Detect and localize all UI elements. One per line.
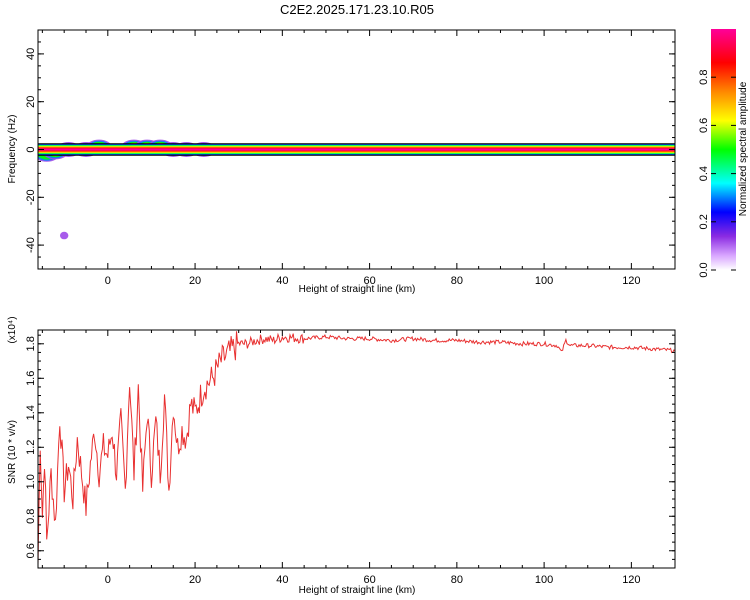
colorbar-tick-label: 0.0 [698, 262, 710, 277]
snr-xtick-label: 60 [363, 574, 375, 586]
spectrogram-band [38, 143, 675, 156]
spectrogram-xtick-label: 100 [535, 275, 553, 287]
snr-ytick-label: 1.6 [25, 371, 37, 386]
page-title: C2E2.2025.171.23.10.R05 [280, 2, 434, 17]
snr-frame [37, 329, 676, 569]
snr-series-line [38, 331, 675, 565]
colorbar-label: Normalized spectral amplitude [738, 81, 749, 216]
colorbar-tick-label: 0.4 [698, 166, 710, 181]
snr-xtick-label: 40 [276, 574, 288, 586]
snr-ylabel: SNR (10 * v/v) [7, 420, 18, 484]
snr-xtick-label: 100 [535, 574, 553, 586]
snr-ytick-label: 1.2 [25, 440, 37, 455]
spectrogram-ytick-label: -40 [25, 237, 37, 253]
spectrogram-xtick-label: 80 [451, 275, 463, 287]
spectrogram-xtick-label: 20 [189, 275, 201, 287]
colorbar-tick-label: 0.8 [698, 70, 710, 85]
spectrogram-xtick-label: 0 [105, 275, 111, 287]
colorbar-gradient [711, 29, 736, 270]
snr-ytick-label: 1.8 [25, 336, 37, 351]
spectrogram-ytick-label: -20 [25, 189, 37, 205]
colorbar: 0.0 0.2 0.4 0.6 0.8 Normalized spectral ampl… [698, 29, 749, 278]
spectrogram-ytick-label: 20 [25, 96, 37, 108]
snr-scale-label: (x10⁴) [7, 316, 18, 343]
snr-ytick-label: 1.4 [25, 405, 37, 420]
spectrogram-xtick-label: 40 [276, 275, 288, 287]
spectrogram-xtick-label: 120 [622, 275, 640, 287]
spectrogram-ytick-label: 0 [25, 146, 37, 152]
snr-ytick-label: 0.8 [25, 509, 37, 524]
spectrogram-panel: 0 20 40 60 80 100 120 -40 -20 0 20 40 Height of str… [7, 29, 676, 295]
colorbar-tick-label: 0.6 [698, 118, 710, 133]
snr-ytick-label: 1.0 [25, 474, 37, 489]
snr-xtick-label: 80 [451, 574, 463, 586]
spectrogram-xtick-label: 60 [363, 275, 375, 287]
spectrogram-xlabel: Height of straight line (km) [299, 284, 416, 295]
snr-panel: 0 20 40 60 80 100 120 0.6 0.8 1.0 1.2 1.4 1.6 1.8 Hei… [7, 316, 676, 596]
spectrogram-ytick-label: 40 [25, 48, 37, 60]
snr-xtick-label: 20 [189, 574, 201, 586]
spectrogram-ylabel: Frequency (Hz) [7, 115, 18, 184]
snr-ytick-label: 0.6 [25, 543, 37, 558]
colorbar-tick-label: 0.2 [698, 214, 710, 229]
snr-xtick-label: 120 [622, 574, 640, 586]
snr-xlabel: Height of straight line (km) [299, 585, 416, 596]
snr-xtick-label: 0 [105, 574, 111, 586]
spectrogram-blob [59, 231, 69, 240]
